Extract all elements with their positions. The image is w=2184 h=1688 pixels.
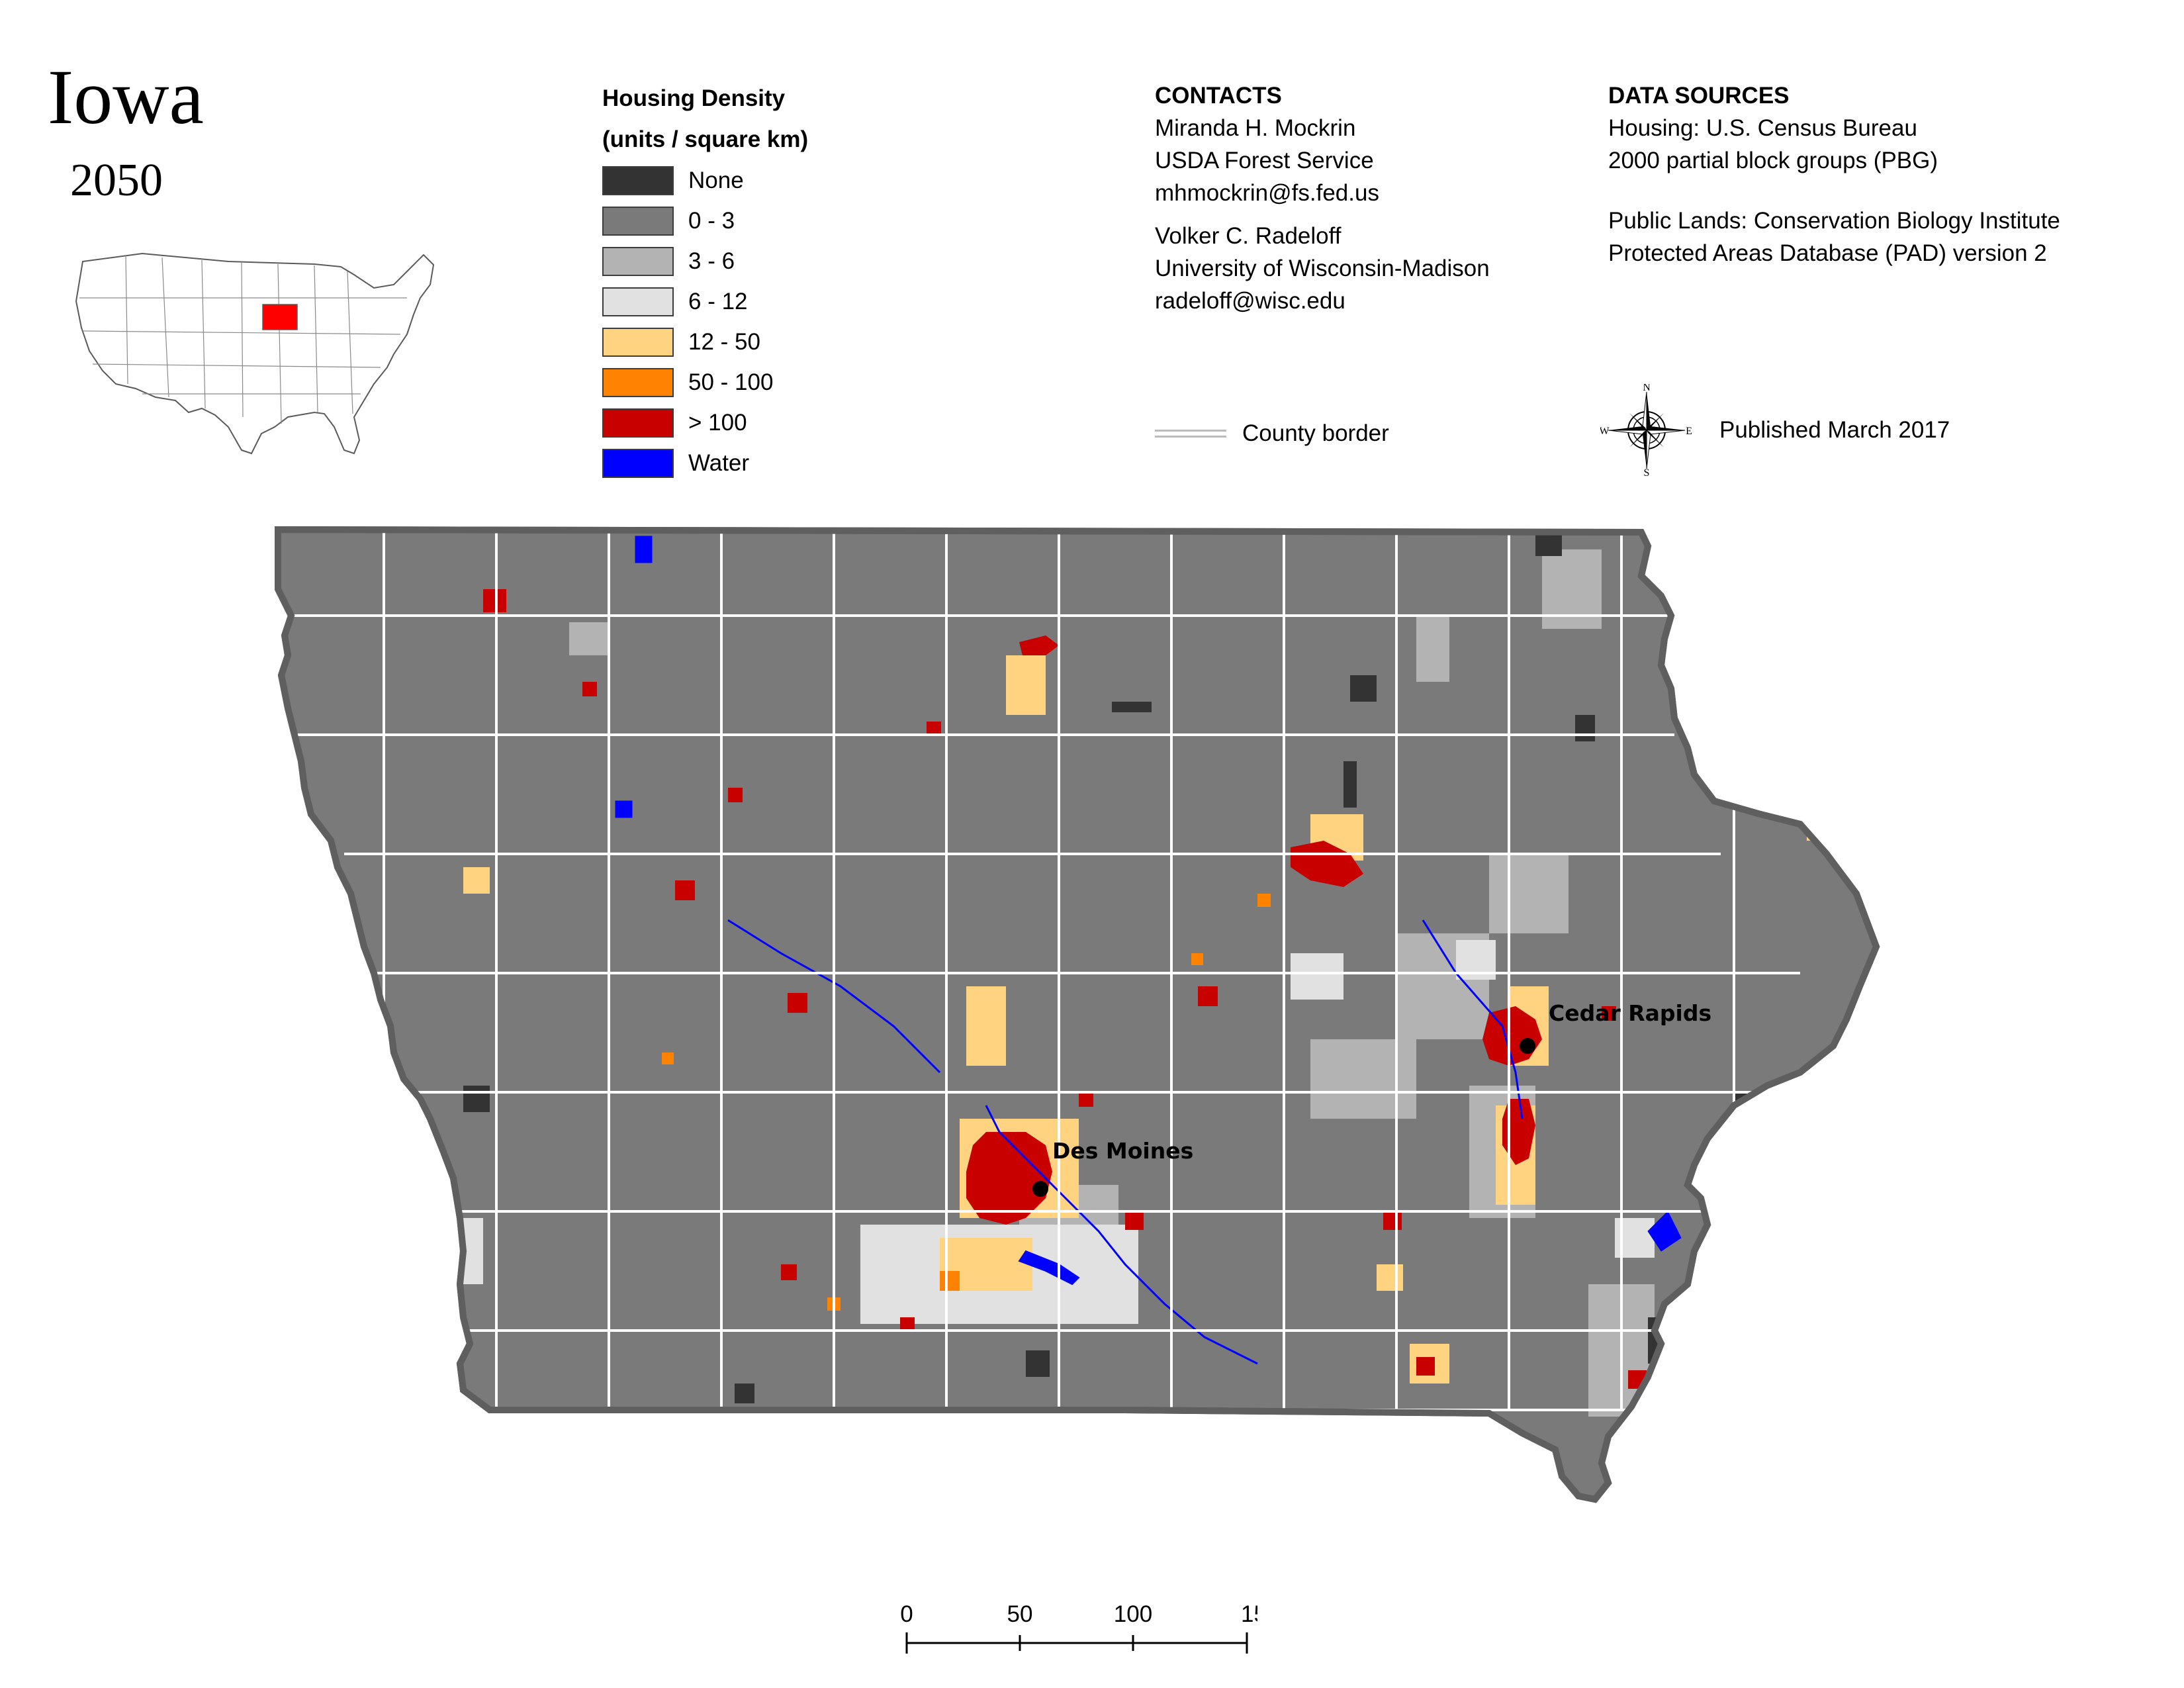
county-borders (278, 530, 1840, 1411)
legend-label: 3 - 6 (688, 248, 735, 274)
legend-swatch (602, 327, 674, 357)
city-label-cedar-rapids: Cedar Rapids (1549, 1000, 1711, 1026)
county-border-swatch (1155, 429, 1226, 438)
legend-item: Water (602, 443, 808, 483)
legend-label: > 100 (688, 409, 747, 436)
legend-item: 50 - 100 (602, 362, 808, 402)
housing-source-line2: 2000 partial block groups (PBG) (1608, 148, 1938, 173)
scale-tick-100: 100 (1114, 1601, 1152, 1627)
legend-swatch (602, 287, 674, 316)
contact2-org: University of Wisconsin-Madison (1155, 256, 1490, 281)
data-sources-block: DATA SOURCES Housing: U.S. Census Bureau… (1608, 79, 2060, 269)
legend-item: 12 - 50 (602, 322, 808, 362)
housing-density-legend: Housing Density (units / square km) None… (602, 78, 808, 483)
scale-bar: 0 50 100 150 km (900, 1601, 1257, 1654)
contact1-name: Miranda H. Mockrin (1155, 115, 1356, 141)
legend-item: 6 - 12 (602, 281, 808, 322)
iowa-housing-density-map: Des Moines Cedar Rapids (265, 523, 1933, 1609)
compass-e: E (1686, 426, 1692, 437)
contact2-name: Volker C. Radeloff (1155, 223, 1342, 249)
legend-item: 3 - 6 (602, 241, 808, 281)
legend-item: 0 - 3 (602, 201, 808, 241)
county-border-label: County border (1242, 420, 1389, 446)
legend-label: 12 - 50 (688, 328, 760, 355)
legend-swatch (602, 448, 674, 478)
contact2-email: radeloff@wisc.edu (1155, 288, 1345, 314)
legend-swatch (602, 246, 674, 276)
legend-label: 6 - 12 (688, 288, 748, 314)
compass-rose-icon: N S E W (1600, 384, 1692, 477)
des-moines-dot-icon (1032, 1181, 1048, 1197)
legend-label: Water (688, 449, 750, 476)
legend-swatch (602, 408, 674, 438)
public-lands-line2: Protected Areas Database (PAD) version 2 (1608, 240, 2047, 266)
map-title: Iowa (48, 54, 204, 140)
contact1-org: USDA Forest Service (1155, 148, 1374, 173)
cedar-rapids-dot-icon (1520, 1038, 1535, 1054)
legend-item: None (602, 160, 808, 201)
contact1-email: mhmockrin@fs.fed.us (1155, 180, 1379, 206)
contacts-heading: CONTACTS (1155, 83, 1282, 109)
scale-tick-0: 0 (900, 1601, 913, 1627)
scale-tick-150: 150 km (1241, 1601, 1257, 1627)
iowa-highlight (262, 304, 298, 330)
legend-label: None (688, 167, 744, 193)
legend-label: 0 - 3 (688, 207, 735, 234)
legend-subtitle: (units / square km) (602, 126, 809, 152)
legend-swatch (602, 206, 674, 236)
contacts-block: CONTACTS Miranda H. Mockrin USDA Forest … (1155, 79, 1490, 317)
legend-title: Housing Density (602, 85, 786, 111)
published-date: Published March 2017 (1719, 417, 1950, 443)
scale-tick-50: 50 (1007, 1601, 1033, 1627)
housing-source-line1: Housing: U.S. Census Bureau (1608, 115, 1917, 141)
compass-w: W (1600, 426, 1610, 437)
city-label-des-moines: Des Moines (1052, 1138, 1193, 1164)
compass-s: S (1644, 467, 1650, 477)
public-lands-line1: Public Lands: Conservation Biology Insti… (1608, 208, 2060, 234)
data-sources-heading: DATA SOURCES (1608, 83, 1790, 109)
county-border-key: County border (1155, 417, 1389, 449)
compass-n: N (1643, 384, 1651, 393)
legend-swatch (602, 165, 674, 195)
legend-swatch (602, 367, 674, 397)
map-year: 2050 (70, 155, 163, 206)
legend-item: > 100 (602, 402, 808, 443)
us-inset-map (75, 252, 435, 455)
legend-label: 50 - 100 (688, 369, 774, 395)
